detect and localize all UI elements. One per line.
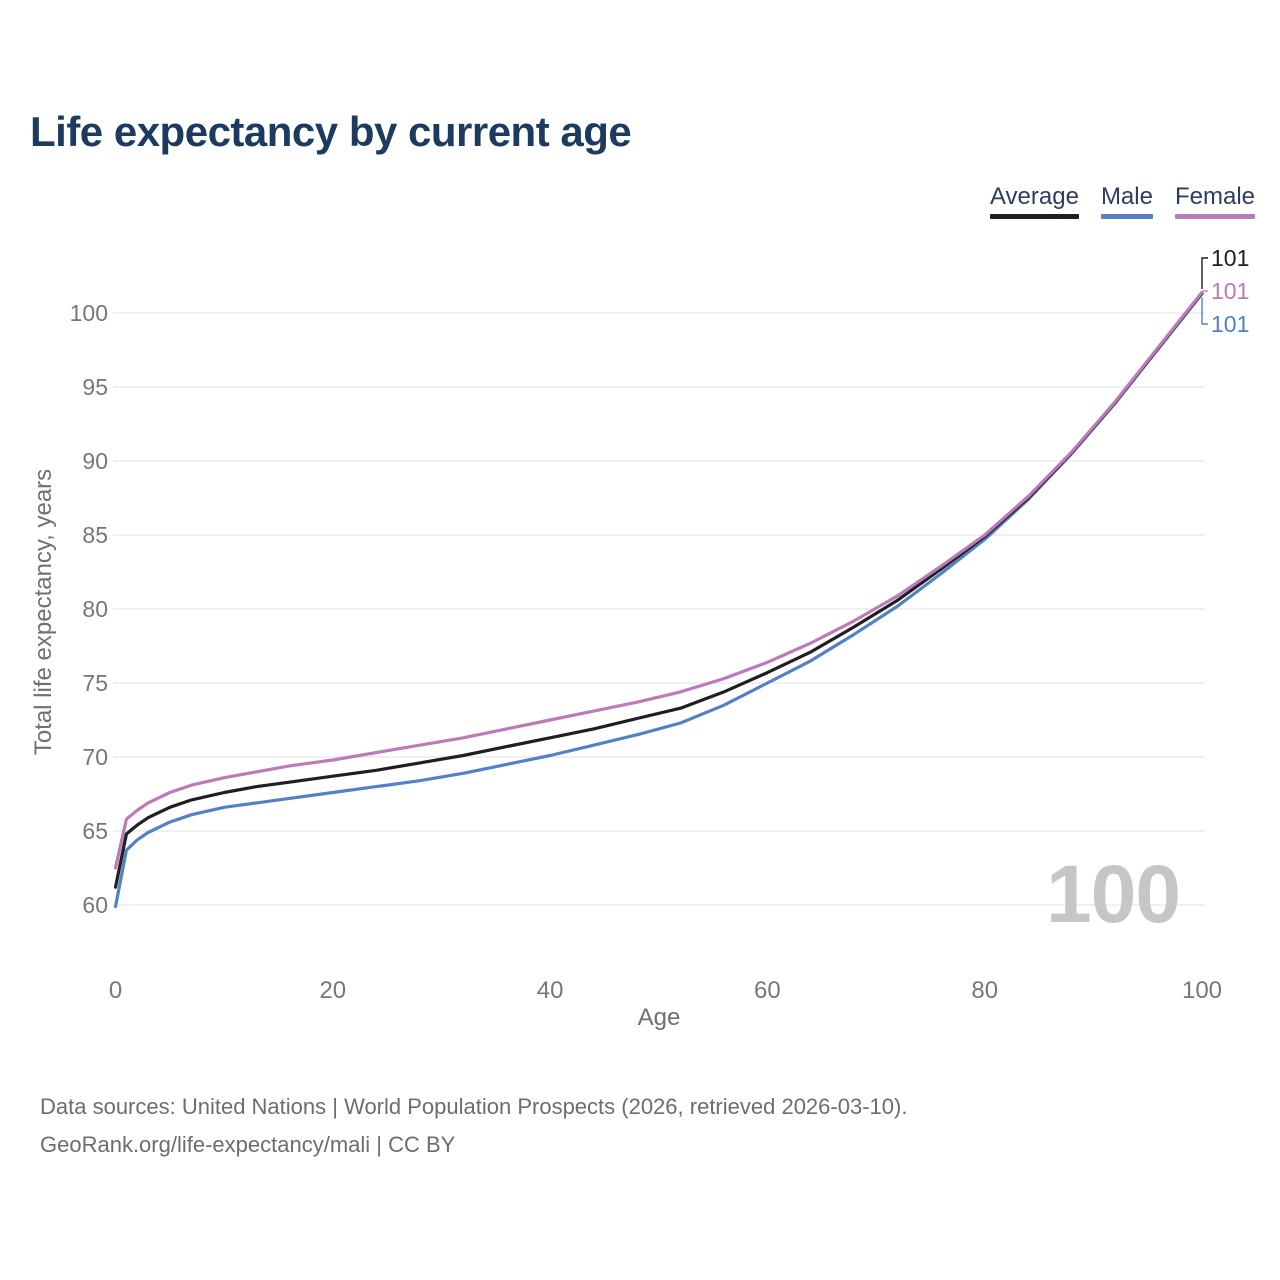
legend-item-average[interactable]: Average [989, 183, 1079, 220]
x-tick-label-20: 20 [319, 977, 346, 1004]
series-line-male [113, 292, 1204, 909]
series-line-average [113, 291, 1204, 889]
legend-swatch-female [1174, 214, 1255, 220]
legend-swatch-average [989, 214, 1079, 220]
footer-attribution-line: GeoRank.org/life-expectancy/mali | CC BY [40, 1132, 456, 1157]
legend-label-male: Male [1100, 183, 1153, 210]
y-tick-label-60: 60 [82, 892, 108, 918]
x-tick-label-0: 0 [109, 977, 122, 1004]
y-tick-label-75: 75 [82, 670, 108, 696]
page-title: Life expectancy by current age [30, 108, 632, 155]
chart-watermark: 100 [1046, 849, 1181, 940]
end-label-leader-average [1201, 257, 1208, 290]
end-label-average: 101 [1211, 245, 1249, 271]
y-tick-label-65: 65 [82, 818, 108, 844]
x-tick-label-100: 100 [1182, 977, 1222, 1004]
legend-swatch-male [1100, 214, 1153, 220]
y-tick-label-85: 85 [82, 522, 108, 548]
y-tick-label-80: 80 [82, 596, 108, 622]
legend-label-female: Female [1174, 183, 1255, 210]
end-label-leader-male [1201, 297, 1208, 325]
legend-label-average: Average [989, 183, 1079, 210]
y-tick-label-90: 90 [82, 448, 108, 474]
legend: Average Male Female [989, 183, 1255, 220]
y-tick-label-70: 70 [82, 744, 108, 770]
footer: Data sources: United Nations | World Pop… [40, 1088, 907, 1164]
y-tick-label-100: 100 [70, 300, 108, 326]
y-tick-label-95: 95 [82, 374, 108, 400]
x-axis-title: Age [637, 1004, 681, 1031]
legend-item-female[interactable]: Female [1174, 183, 1255, 220]
legend-item-male[interactable]: Male [1100, 183, 1153, 220]
x-tick-label-40: 40 [537, 977, 564, 1004]
footer-sources-line: Data sources: United Nations | World Pop… [40, 1094, 908, 1119]
y-axis-title: Total life expectancy, years [30, 468, 57, 756]
end-label-female: 101 [1211, 278, 1249, 304]
x-tick-label-80: 80 [971, 977, 998, 1004]
end-label-male: 101 [1211, 311, 1249, 337]
series-line-female [113, 290, 1204, 870]
x-tick-label-60: 60 [754, 977, 781, 1004]
